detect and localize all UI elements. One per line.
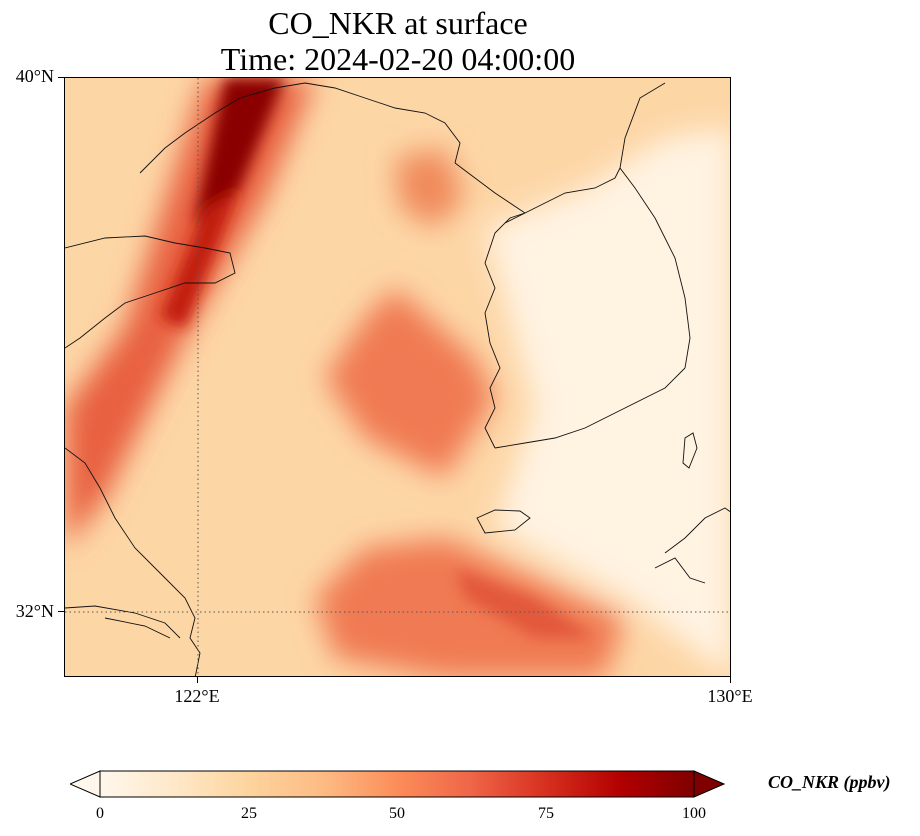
map-canvas [65,78,730,676]
colorbar [70,770,725,798]
colorbar-tick-100: 100 [682,805,706,822]
colorbar-label: CO_NKR (ppbv) [768,772,891,792]
yangtze-estuary [65,605,181,639]
map-panel [64,77,731,677]
korea-south-coast [494,367,686,449]
lat-label-32N: 32°N [15,601,54,621]
map-title: CO_NKR at surface [268,5,528,41]
korea-west-coast [484,212,526,449]
colorbar-min-extend [70,770,101,798]
dmz-line [504,167,621,224]
gridlines [65,78,730,676]
southern-plume-band [315,538,625,676]
coastlines [65,82,730,676]
tsushima [682,432,698,469]
liaodong-coast [139,82,461,174]
colorbar-gradient [100,771,694,797]
bohai-patch [395,148,465,228]
map-time-subtitle: Time: 2024-02-20 04:00:00 [220,41,576,77]
shandong-coast [65,235,236,349]
colorbar-tick-50: 50 [389,805,405,822]
nk-west-coast [454,162,526,214]
kyushu-coast [654,507,730,584]
tick-130E [730,677,731,683]
tick-122E [197,677,198,683]
tick-32N [58,611,64,612]
colorbar-tick-75: 75 [538,805,554,822]
korean-peninsula-low [485,128,730,676]
korea-east-coast [619,82,691,369]
northwest-plume-dark [160,188,240,328]
tick-40N [58,77,64,78]
lon-label-130E: 130°E [707,686,753,706]
colorbar-tick-0: 0 [96,805,104,822]
southern-plume-core [455,568,595,638]
lon-label-122E: 122°E [174,686,220,706]
colorbar-tick-25: 25 [241,805,257,822]
lat-label-40N: 40°N [15,66,54,86]
jeju-island [476,509,531,534]
central-yellow-sea-blob [325,288,495,478]
colorbar-max-extend [693,770,725,798]
jiangsu-coast [65,447,201,676]
